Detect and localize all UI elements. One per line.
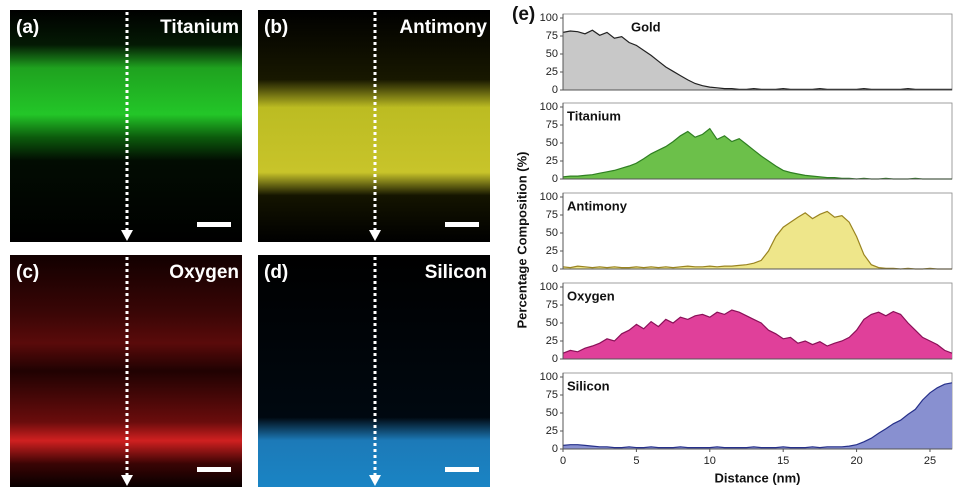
profile-line: [562, 29, 952, 90]
scale-bar: [197, 467, 231, 472]
y-tick-label: 0: [552, 353, 558, 365]
chart-title: Antimony: [567, 198, 628, 213]
y-tick-label: 75: [546, 389, 558, 401]
y-tick-label: 50: [546, 227, 558, 239]
profile-line: [562, 382, 953, 449]
element-name: Antimony: [399, 17, 487, 38]
x-tick-label: 25: [924, 455, 936, 467]
y-tick-label: 100: [540, 101, 558, 113]
area-fill: [563, 30, 952, 90]
scale-bar: [445, 467, 479, 472]
y-tick-label: 25: [546, 335, 558, 347]
line-profiles: 0255075100Gold0255075100Titanium02550751…: [540, 12, 953, 485]
arrow-head: [369, 475, 381, 486]
panel-label: (d): [264, 262, 288, 283]
y-tick-label: 50: [546, 48, 558, 60]
x-tick-label: 15: [777, 455, 789, 467]
element-name: Silicon: [425, 262, 487, 283]
y-tick-label: 0: [552, 263, 558, 275]
arrow-head: [121, 230, 133, 241]
element-maps: (a) Titanium (b) Antimony (c) Oxygen (d) Silico…: [10, 10, 490, 487]
element-name: Oxygen: [169, 262, 239, 283]
panel-label: (e): [512, 4, 535, 25]
y-tick-label: 100: [540, 12, 558, 24]
profile-line: [562, 127, 952, 180]
y-tick-label: 25: [546, 66, 558, 78]
arrow-head: [121, 475, 133, 486]
chart-title: Titanium: [567, 108, 621, 123]
scale-bar: [445, 222, 479, 227]
area-fill: [563, 382, 952, 449]
y-tick-label: 100: [540, 281, 558, 293]
x-tick-label: 10: [704, 455, 716, 467]
y-tick-label: 75: [546, 119, 558, 131]
profile-line: [562, 309, 953, 354]
panel-label: (a): [16, 17, 39, 38]
x-tick-label: 5: [633, 455, 639, 467]
y-tick-label: 75: [546, 299, 558, 311]
arrow-head: [369, 230, 381, 241]
y-axis-label: Percentage Composition (%): [514, 152, 529, 329]
chart-title: Gold: [631, 19, 661, 34]
profile-line: [562, 210, 952, 270]
area-fill: [563, 310, 952, 359]
plot-frame: [562, 192, 953, 270]
x-tick-label: 0: [560, 455, 566, 467]
y-tick-label: 25: [546, 155, 558, 167]
y-tick-label: 50: [546, 137, 558, 149]
area-fill: [563, 211, 952, 269]
x-tick-label: 20: [850, 455, 862, 467]
element-name: Titanium: [160, 17, 239, 38]
y-tick-label: 100: [540, 191, 558, 203]
y-tick-label: 0: [552, 443, 558, 455]
panel-label: (b): [264, 17, 288, 38]
scale-bar: [197, 222, 231, 227]
panel-label: (c): [16, 262, 39, 283]
y-tick-label: 25: [546, 245, 558, 257]
y-tick-label: 50: [546, 317, 558, 329]
y-tick-label: 75: [546, 30, 558, 42]
chart-title: Oxygen: [567, 288, 615, 303]
x-axis-label: Distance (nm): [715, 470, 801, 485]
y-tick-label: 0: [552, 84, 558, 96]
y-tick-label: 75: [546, 209, 558, 221]
y-tick-label: 50: [546, 407, 558, 419]
y-tick-label: 25: [546, 425, 558, 437]
y-tick-label: 100: [540, 371, 558, 383]
y-tick-label: 0: [552, 173, 558, 185]
chart-title: Silicon: [567, 378, 610, 393]
